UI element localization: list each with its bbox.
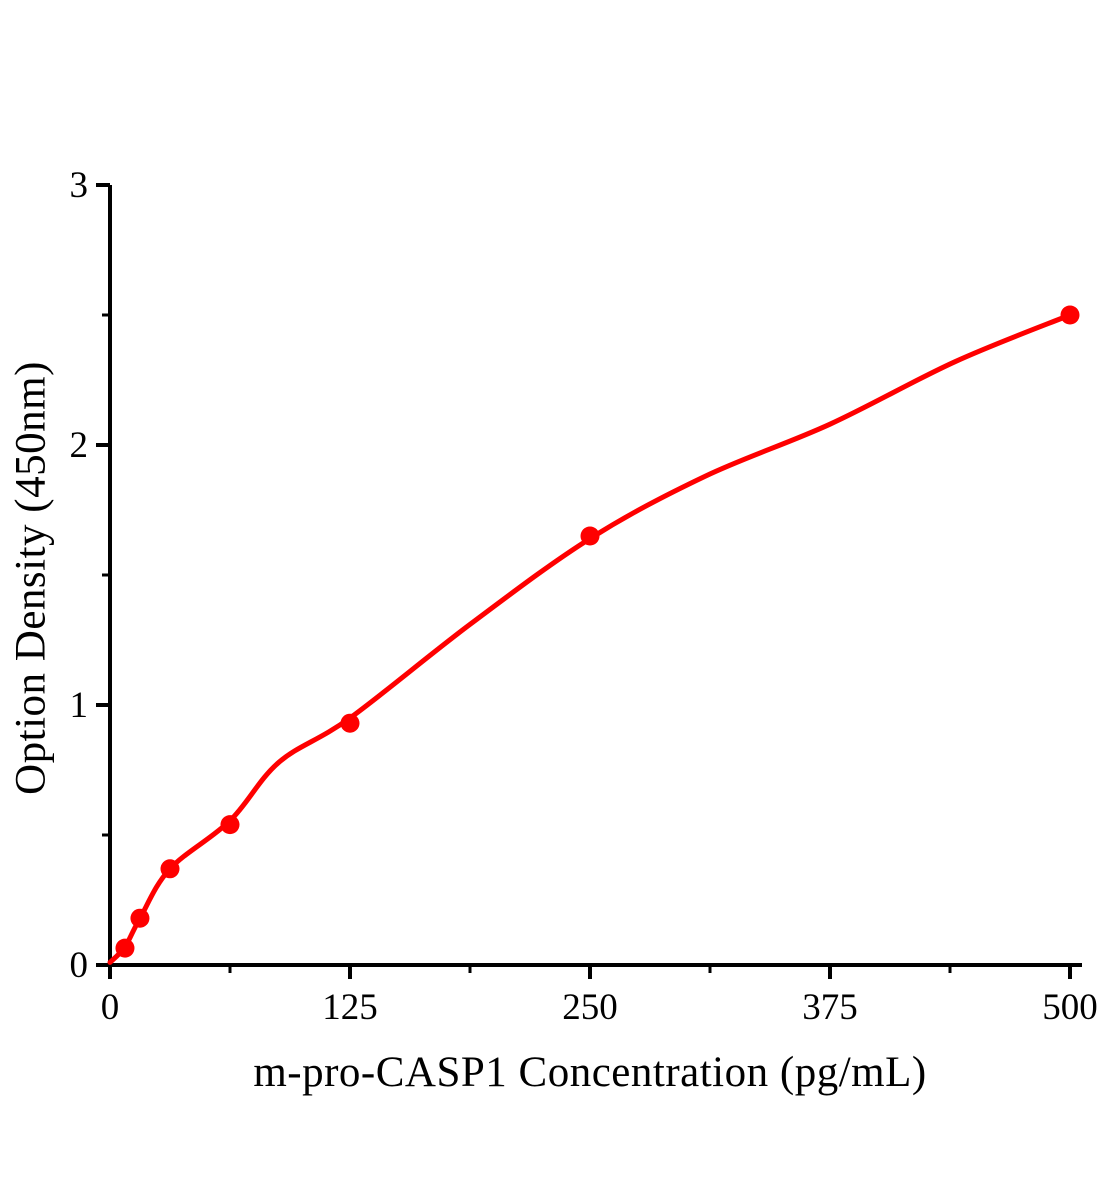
axis-ticks (96, 183, 1072, 979)
data-point (1060, 305, 1080, 325)
y-axis-title: Option Density (450nm) (7, 361, 55, 795)
data-points (115, 305, 1080, 958)
x-tick-label: 500 (1042, 987, 1098, 1028)
axes (108, 185, 1082, 967)
x-tick-label: 0 (101, 987, 120, 1028)
data-point (220, 815, 240, 835)
data-point (115, 938, 135, 958)
tick-labels: 0 1 2 3 0 125 250 375 500 (70, 165, 1098, 1028)
x-tick-label: 375 (802, 987, 858, 1028)
x-tick-label: 250 (562, 987, 618, 1028)
data-point (580, 526, 600, 546)
y-tick-label: 2 (70, 425, 89, 466)
fit-curve (107, 312, 1073, 965)
x-axis-title: m-pro-CASP1 Concentration (pg/mL) (253, 1049, 927, 1096)
y-tick-label: 1 (70, 685, 89, 726)
data-point (160, 859, 180, 879)
y-tick-label: 0 (70, 945, 89, 986)
x-tick-label: 125 (322, 987, 378, 1028)
fit-curve-path (107, 312, 1073, 965)
data-point (130, 908, 150, 928)
data-point (340, 713, 360, 733)
y-tick-label: 3 (70, 165, 89, 206)
